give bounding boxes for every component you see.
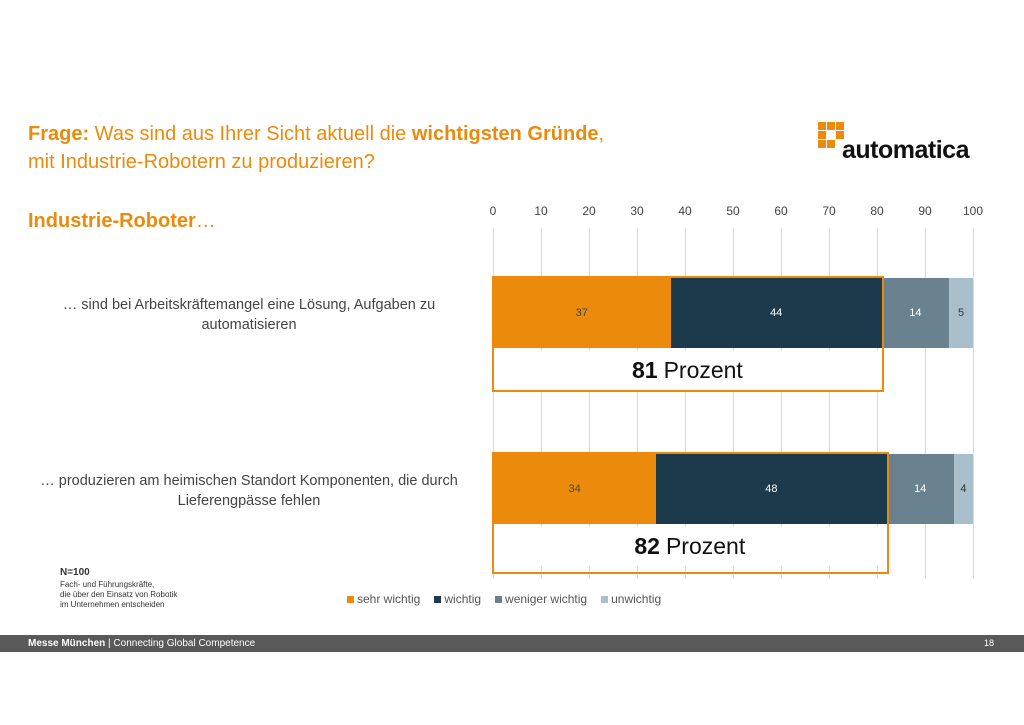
gridline (733, 228, 734, 578)
gridline (877, 228, 878, 578)
legend: sehr wichtig wichtig weniger wichtig unwich… (347, 592, 661, 606)
sample-size: N=100 (60, 567, 90, 578)
gridline (685, 228, 686, 578)
question-highlight: wichtigsten Gründe (411, 123, 599, 145)
x-tick-label: 70 (822, 204, 836, 218)
legend-label: sehr wichtig (357, 592, 421, 606)
legend-item: unwichtig (601, 592, 661, 606)
automatica-logo: automatica (818, 122, 998, 168)
footer-tagline: Connecting Global Competence (113, 638, 256, 649)
bar-segment-weniger-wichtig: 14 (886, 454, 954, 524)
bar-segment-unwichtig: 5 (949, 278, 973, 348)
legend-label: unwichtig (611, 592, 662, 606)
x-tick-label: 90 (918, 204, 932, 218)
total-unit: Prozent (665, 532, 746, 559)
x-tick-label: 20 (582, 204, 596, 218)
subtitle: Industrie-Roboter… (28, 210, 216, 233)
bar-segment-sehr-wichtig: 34 (493, 454, 657, 524)
subtitle-rest: … (195, 210, 216, 232)
legend-swatch (601, 595, 609, 603)
category-label-2: … produzieren am heimischen Standort Kom… (40, 473, 458, 509)
bar-segment-unwichtig: 4 (953, 454, 973, 524)
bar-segment-wichtig: 48 (656, 454, 887, 524)
legend-label: wichtig (444, 592, 482, 606)
x-tick-label: 0 (489, 204, 497, 218)
footer-brand: Messe München (28, 638, 106, 649)
x-tick-label: 30 (630, 204, 644, 218)
top-two-highlight-box (492, 276, 884, 392)
total-value: 82 (634, 532, 660, 559)
x-tick-label: 50 (726, 204, 740, 218)
logo-text: automatica (842, 136, 969, 164)
question-line2: mit Industrie-Robotern zu produzieren? (28, 151, 375, 173)
bar-segment-weniger-wichtig: 14 (881, 278, 949, 348)
legend-item: weniger wichtig (495, 592, 587, 606)
sample-note: N=100 Fach- und Führungskräfte, die über… (60, 568, 177, 610)
x-tick-label: 10 (534, 204, 548, 218)
gridline (973, 228, 974, 578)
legend-swatch (434, 595, 442, 603)
bar-segment-sehr-wichtig: 37 (493, 278, 671, 348)
x-tick-label: 100 (962, 204, 984, 218)
legend-swatch (347, 595, 354, 603)
subtitle-bold: Industrie-Roboter (28, 210, 196, 232)
bar-segment-wichtig: 44 (670, 278, 882, 348)
x-tick-label: 80 (870, 204, 884, 218)
category-label-1: … sind bei Arbeitskräftemangel eine Lösu… (62, 297, 436, 333)
gridline (829, 228, 830, 578)
page-number: 18 (983, 638, 994, 648)
gridline (493, 228, 494, 578)
x-tick-label: 60 (774, 204, 788, 218)
note-line: die über den Einsatz von Robotik (60, 590, 178, 599)
question-prefix: Frage: (28, 123, 90, 145)
legend-swatch (495, 595, 503, 603)
top-two-highlight-box (492, 452, 889, 574)
gridline (637, 228, 638, 578)
legend-item: wichtig (434, 592, 481, 606)
gridline (781, 228, 782, 578)
gridline (925, 228, 926, 578)
legend-label: weniger wichtig (505, 592, 588, 606)
legend-item: sehr wichtig (347, 592, 420, 606)
note-line: im Unternehmen entscheiden (60, 600, 165, 609)
gridline (589, 228, 590, 578)
footer-separator: | (105, 638, 114, 649)
question-text-end: , (598, 123, 605, 145)
total-unit: Prozent (663, 356, 743, 383)
total-label: 81 Prozent (495, 350, 880, 390)
question-title: Frage: Was sind aus Ihrer Sicht aktuell … (28, 120, 788, 176)
total-label: 82 Prozent (495, 526, 885, 566)
footer-bar: Messe München | Connecting Global Compet… (0, 635, 1024, 652)
note-line: Fach- und Führungskräfte, (60, 580, 155, 589)
total-value: 81 (631, 356, 658, 383)
question-text: Was sind aus Ihrer Sicht aktuell die (89, 123, 412, 145)
gridline (541, 228, 542, 578)
x-tick-label: 40 (678, 204, 692, 218)
